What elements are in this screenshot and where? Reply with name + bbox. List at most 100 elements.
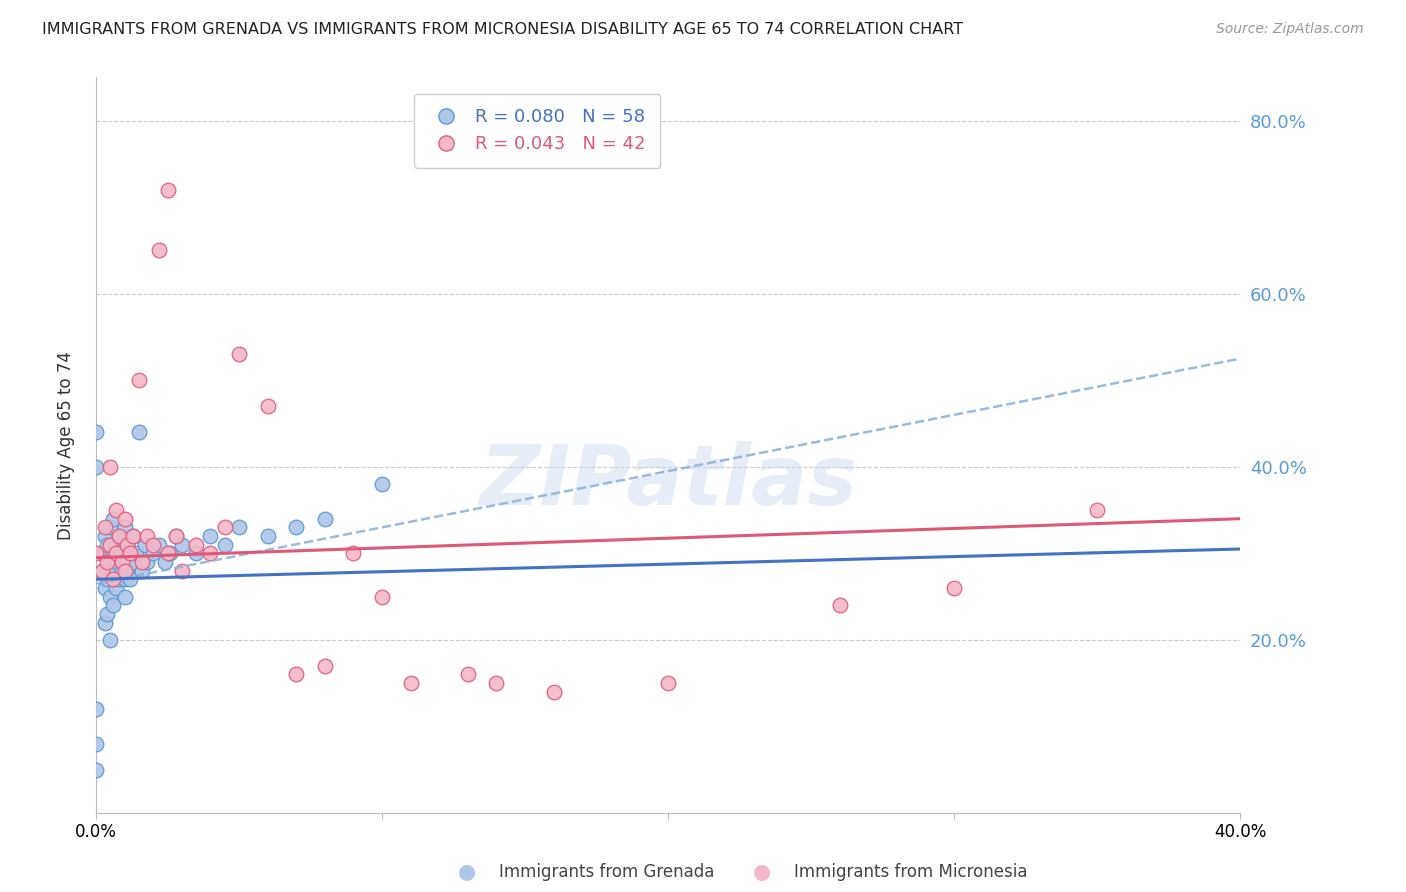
Point (131, 564, 153, 578)
Point (122, 529, 145, 543)
Point (101, 512, 124, 526)
Point (128, 425, 150, 440)
Point (111, 564, 134, 578)
Point (84, 459, 107, 474)
Point (114, 572, 136, 586)
Point (120, 572, 142, 586)
Point (120, 546, 142, 560)
Point (105, 503, 128, 517)
Text: Immigrants from Micronesia: Immigrants from Micronesia (794, 863, 1028, 881)
Point (84, 546, 107, 560)
Point (101, 564, 124, 578)
Point (98, 555, 121, 569)
Point (184, 538, 207, 552)
Point (131, 555, 153, 569)
Point (98, 590, 121, 604)
Point (134, 538, 156, 552)
Point (114, 555, 136, 569)
Point (399, 676, 422, 690)
Point (165, 529, 187, 543)
Point (105, 546, 128, 560)
Text: Immigrants from Grenada: Immigrants from Grenada (499, 863, 714, 881)
Point (125, 546, 148, 560)
Point (90, 564, 112, 578)
Point (93, 581, 115, 595)
Point (136, 555, 159, 569)
Point (108, 572, 131, 586)
Point (93, 520, 115, 534)
Point (828, 599, 851, 613)
Point (98, 459, 121, 474)
Point (457, 667, 479, 681)
Point (142, 546, 165, 560)
Point (98, 632, 121, 647)
Point (105, 581, 128, 595)
Point (84, 763, 107, 777)
Text: Source: ZipAtlas.com: Source: ZipAtlas.com (1216, 22, 1364, 37)
Point (120, 546, 142, 560)
Point (84, 702, 107, 716)
Point (117, 538, 139, 552)
Point (285, 667, 308, 681)
Text: ZIPatlas: ZIPatlas (479, 442, 858, 523)
Point (114, 520, 136, 534)
Point (184, 546, 207, 560)
Point (84, 425, 107, 440)
Point (543, 685, 565, 699)
Point (84, 737, 107, 751)
Point (114, 590, 136, 604)
Point (108, 529, 131, 543)
Point (314, 658, 336, 673)
Point (128, 373, 150, 387)
Point (148, 244, 170, 258)
Point (101, 599, 124, 613)
Point (122, 529, 145, 543)
Point (114, 512, 136, 526)
Point (96, 607, 118, 621)
Text: ●: ● (754, 863, 770, 882)
Y-axis label: Disability Age 65 to 74: Disability Age 65 to 74 (58, 351, 75, 540)
Point (657, 676, 679, 690)
Point (117, 564, 139, 578)
Point (101, 546, 124, 560)
Point (200, 529, 222, 543)
Point (105, 538, 128, 552)
Point (214, 538, 236, 552)
Point (108, 546, 131, 560)
Point (96, 538, 118, 552)
Point (142, 538, 165, 552)
Point (148, 538, 170, 552)
Point (228, 520, 250, 534)
Point (153, 555, 176, 569)
Point (371, 590, 394, 604)
Point (105, 555, 128, 569)
Point (117, 538, 139, 552)
Point (165, 529, 187, 543)
Point (90, 546, 112, 560)
Point (1085, 503, 1108, 517)
Text: ●: ● (458, 863, 475, 882)
Point (114, 564, 136, 578)
Point (159, 546, 181, 560)
Point (90, 564, 112, 578)
Point (214, 520, 236, 534)
Point (156, 183, 179, 197)
Point (108, 529, 131, 543)
Point (485, 676, 508, 690)
Legend: R = 0.080   N = 58, R = 0.043   N = 42: R = 0.080 N = 58, R = 0.043 N = 42 (413, 94, 661, 168)
Point (136, 529, 159, 543)
Point (256, 529, 278, 543)
Point (342, 546, 364, 560)
Point (93, 615, 115, 630)
Point (111, 538, 134, 552)
Point (170, 538, 193, 552)
Point (96, 555, 118, 569)
Point (256, 399, 278, 413)
Point (98, 520, 121, 534)
Point (314, 512, 336, 526)
Point (96, 572, 118, 586)
Text: IMMIGRANTS FROM GRENADA VS IMMIGRANTS FROM MICRONESIA DISABILITY AGE 65 TO 74 CO: IMMIGRANTS FROM GRENADA VS IMMIGRANTS FR… (42, 22, 963, 37)
Point (111, 555, 134, 569)
Point (371, 477, 394, 491)
Point (200, 546, 222, 560)
